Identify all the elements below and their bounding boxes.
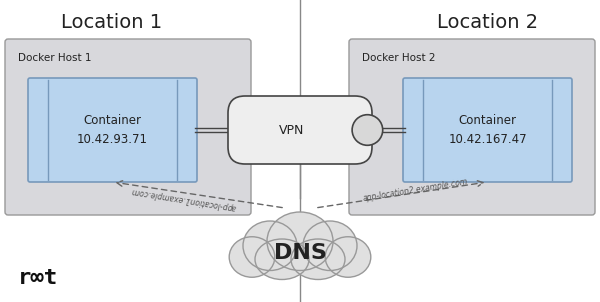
Text: Container
10.42.93.71: Container 10.42.93.71 [77,114,148,146]
FancyBboxPatch shape [349,39,595,215]
Circle shape [352,115,383,145]
Text: r∞t: r∞t [18,268,58,288]
FancyBboxPatch shape [244,242,356,275]
Text: VPN: VPN [280,124,305,137]
FancyBboxPatch shape [5,39,251,215]
Text: DNS: DNS [274,243,326,263]
Text: Container
10.42.167.47: Container 10.42.167.47 [448,114,527,146]
Ellipse shape [229,237,275,277]
FancyBboxPatch shape [403,78,572,182]
Text: Location 1: Location 1 [61,12,163,31]
Ellipse shape [267,212,333,271]
Ellipse shape [325,237,371,277]
Ellipse shape [243,221,297,271]
Text: app-location1.example.com: app-location1.example.com [130,185,236,211]
FancyBboxPatch shape [228,96,372,164]
Ellipse shape [255,239,309,279]
Ellipse shape [303,221,357,271]
Text: Docker Host 1: Docker Host 1 [18,53,91,63]
Text: Location 2: Location 2 [437,12,539,31]
Text: Docker Host 2: Docker Host 2 [362,53,436,63]
Text: app-location2.example.com: app-location2.example.com [362,177,469,203]
Ellipse shape [291,239,345,279]
FancyBboxPatch shape [28,78,197,182]
